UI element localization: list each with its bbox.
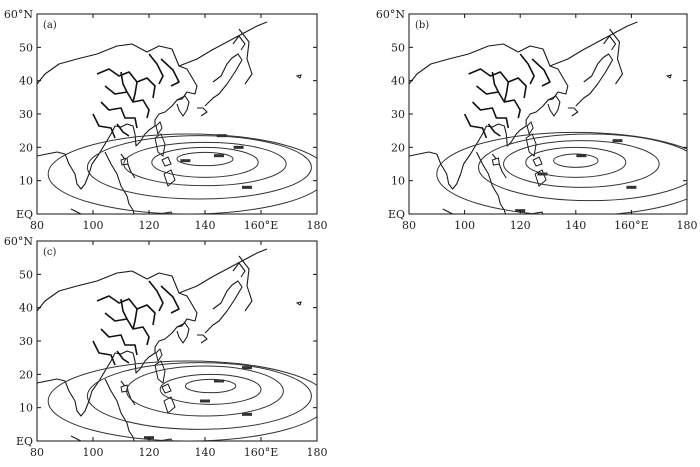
lon-tick-label: 120 — [510, 219, 531, 232]
lat-tick-label: 30 — [19, 335, 33, 348]
contour-label — [242, 366, 252, 370]
lon-tick-label: 180 — [677, 219, 698, 232]
contour-label — [233, 145, 244, 149]
lat-tick-label: 30 — [19, 108, 33, 121]
lon-tick-label: 120 — [139, 219, 160, 232]
lon-tick-label: 100 — [83, 219, 104, 232]
contour-line — [478, 133, 687, 202]
contour-label — [180, 159, 191, 163]
map-frame — [408, 13, 688, 215]
lat-tick-label: EQ — [16, 208, 33, 221]
lat-tick-label: 20 — [19, 368, 33, 381]
contour-line — [151, 146, 259, 178]
contour-label — [242, 185, 252, 189]
lat-tick-label: EQ — [388, 208, 405, 221]
lat-tick-label: 60°N — [376, 8, 405, 21]
lon-tick-label: 80 — [30, 219, 44, 232]
lat-tick-label: 10 — [391, 175, 405, 188]
contour-line — [176, 151, 234, 167]
contour-label — [216, 134, 227, 138]
panel-label: (c) — [43, 247, 57, 258]
panel-label: (b) — [415, 20, 429, 31]
contour-label — [576, 154, 587, 158]
contour-line — [503, 140, 660, 188]
contour-label — [612, 139, 623, 143]
lon-tick-label: 160°E — [244, 446, 279, 459]
lat-tick-label: 50 — [391, 41, 405, 54]
lon-tick-label: 160°E — [614, 219, 649, 232]
lon-tick-label: 180 — [307, 219, 328, 232]
contour-line — [126, 365, 284, 417]
contour-label — [214, 379, 224, 383]
contour-line — [47, 133, 317, 214]
lat-tick-label: 60°N — [4, 235, 33, 248]
contour-label — [626, 185, 637, 189]
lat-tick-label: EQ — [16, 435, 33, 448]
contour-label — [242, 412, 252, 416]
contour-line — [184, 378, 237, 394]
map-frame — [36, 240, 318, 442]
lon-tick-label: 80 — [402, 219, 416, 232]
contour-line — [553, 153, 599, 168]
lat-tick-label: 10 — [19, 402, 33, 415]
contour-label — [214, 154, 224, 158]
lat-tick-label: 40 — [19, 75, 33, 88]
lat-tick-label: 50 — [19, 268, 33, 281]
lat-tick-label: 40 — [391, 75, 405, 88]
contour-label — [537, 172, 548, 176]
contour-line — [86, 135, 312, 200]
lat-tick-label: 10 — [19, 175, 33, 188]
lat-tick-label: 40 — [19, 302, 33, 315]
lon-tick-label: 140 — [195, 219, 216, 232]
lon-tick-label: 140 — [195, 446, 216, 459]
lat-tick-label: 60°N — [4, 8, 33, 21]
lat-tick-label: 30 — [391, 108, 405, 121]
contour-line — [47, 360, 317, 441]
lon-tick-label: 160°E — [244, 219, 279, 232]
contour-line — [86, 362, 312, 430]
contour-line — [123, 141, 287, 187]
lat-tick-label: 20 — [391, 141, 405, 154]
lon-tick-label: 180 — [307, 446, 328, 459]
contour-line — [159, 373, 262, 405]
lon-tick-label: 140 — [565, 219, 586, 232]
lon-tick-label: 80 — [30, 446, 44, 459]
map-frame — [36, 13, 318, 215]
lat-tick-label: 20 — [19, 141, 33, 154]
lon-tick-label: 120 — [139, 446, 160, 459]
panel-label: (a) — [43, 20, 57, 31]
contour-line — [525, 146, 627, 178]
contour-label — [200, 399, 210, 403]
lon-tick-label: 100 — [454, 219, 475, 232]
contour-line — [436, 131, 687, 214]
lon-tick-label: 100 — [83, 446, 104, 459]
lat-tick-label: 50 — [19, 41, 33, 54]
